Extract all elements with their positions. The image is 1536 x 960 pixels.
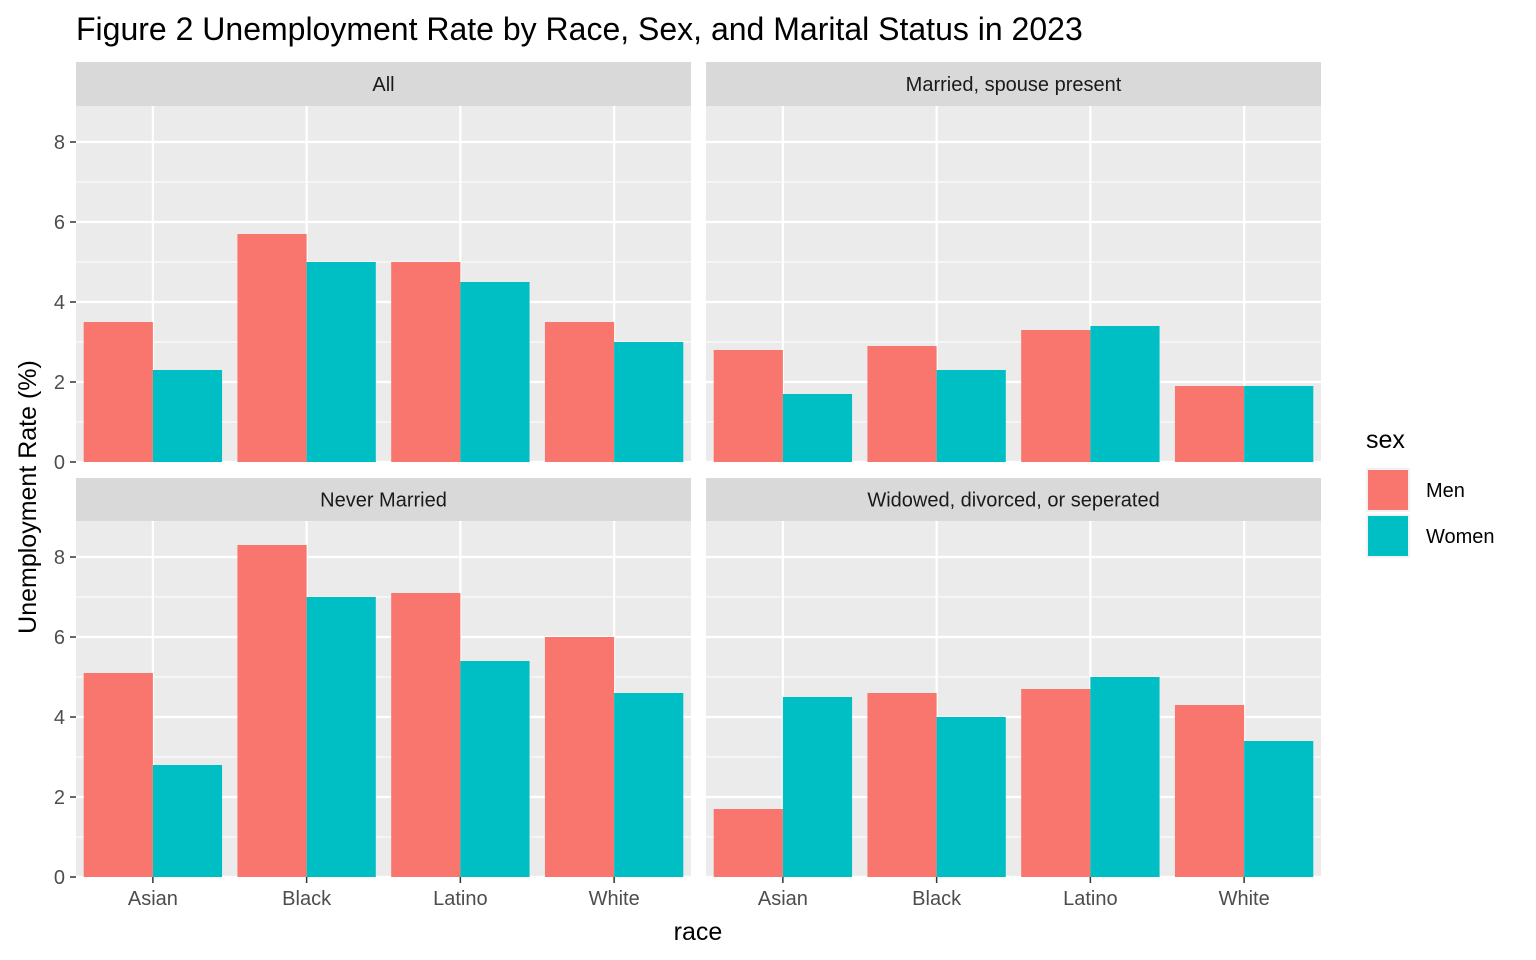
y-tick-label: 2 [54,372,65,394]
facet-widowed-divorced-or-seperated: Widowed, divorced, or seperated Asian Blac… [706,478,1321,910]
legend-title: sex [1366,426,1405,454]
facet-strip-label: Widowed, divorced, or seperated [867,490,1159,512]
bar-asian-women [782,697,853,877]
bar-white-men [1174,705,1245,877]
y-tick-label: 6 [54,212,65,234]
legend-key-men [1368,470,1408,510]
facet-strip [706,62,1321,106]
y-axis-title: Unemployment Rate (%) [14,360,42,634]
bar-black-men [237,234,307,462]
facet-strip-label: Never Married [320,490,447,512]
bar-black-men [867,346,937,462]
bar-latino-men [1021,689,1091,877]
y-tick-label: 8 [54,547,65,569]
bar-black-women [306,262,376,462]
x-tick-label-black: Black [282,888,332,910]
bar-asian-men [713,809,783,877]
bar-latino-men [391,593,461,877]
bar-latino-women [460,282,530,462]
bar-asian-men [83,322,153,462]
y-tick-label: 0 [54,867,65,889]
bar-white-women [1244,386,1314,462]
y-tick-label: 4 [54,707,65,729]
y-tick-label: 0 [54,452,65,474]
y-tick-label: 4 [54,292,65,314]
bar-white-men [1174,386,1245,462]
y-tick-label: 6 [54,627,65,649]
facet-panels: All 0 2 4 6 8 Married, spouse present Never Mar… [54,62,1321,910]
bar-white-women [1244,741,1314,877]
x-tick-label-asian: Asian [128,888,178,910]
bar-asian-women [152,765,223,877]
legend-label-women: Women [1426,526,1495,548]
legend: sex Men Women [1366,426,1495,558]
bar-asian-women [152,370,223,462]
bar-black-women [306,597,376,877]
x-axis-title: race [674,918,723,946]
facet-all: All 0 2 4 6 8 [54,62,691,474]
bar-asian-men [83,673,153,877]
legend-label-men: Men [1426,480,1465,502]
bar-asian-women [782,394,853,462]
bar-black-women [936,370,1006,462]
y-tick-label: 2 [54,787,65,809]
bar-asian-men [713,350,783,462]
facet-never-married: Never Married 0 2 4 6 8 Asian Black Latino White [54,478,691,910]
facet-married-spouse-present: Married, spouse present [706,62,1321,464]
bar-white-men [544,322,615,462]
bar-white-men [544,637,615,877]
facet-strip [706,478,1321,521]
bar-latino-women [1090,677,1160,877]
chart-title: Figure 2 Unemployment Rate by Race, Sex,… [76,11,1083,47]
bar-latino-women [1090,326,1160,462]
bar-latino-men [391,262,461,462]
bar-black-men [237,545,307,877]
facet-strip-label: All [372,74,394,96]
x-tick-label-white: White [1219,888,1270,910]
bar-white-women [614,693,684,877]
x-tick-label-latino: Latino [433,888,488,910]
facet-strip [76,62,691,106]
y-tick-label: 8 [54,132,65,154]
x-tick-label-black: Black [912,888,962,910]
bar-black-women [936,717,1006,877]
bar-latino-men [1021,330,1091,462]
bar-black-men [867,693,937,877]
facet-strip [76,478,691,521]
x-tick-label-white: White [589,888,640,910]
facet-strip-label: Married, spouse present [906,74,1122,96]
legend-key-women [1368,516,1408,556]
bar-latino-women [460,661,530,877]
x-tick-label-asian: Asian [758,888,808,910]
bar-white-women [614,342,684,462]
x-tick-label-latino: Latino [1063,888,1118,910]
